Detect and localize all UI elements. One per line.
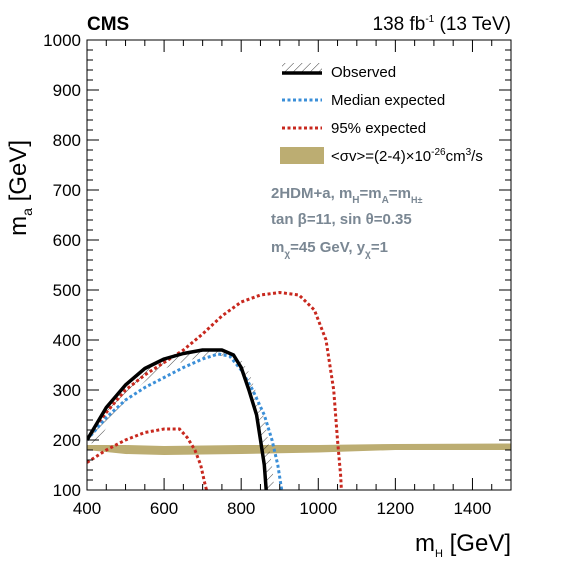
model-line-2: tan β=11, sin θ=0.35 — [271, 211, 412, 228]
legend-label-median: Median expected — [331, 92, 445, 109]
y-tick-label: 600 — [53, 231, 81, 250]
model-annotation: 2HDM+a, mH=mA=mH± tan β=11, sin θ=0.35 m… — [271, 185, 422, 260]
y-tick-label: 500 — [53, 281, 81, 300]
x-tick-label: 1000 — [299, 499, 337, 518]
x-tick-label: 400 — [73, 499, 101, 518]
observed-hatch — [87, 350, 275, 490]
x-tick-label: 600 — [150, 499, 178, 518]
y-tick-label: 100 — [53, 481, 81, 500]
y-tick-label: 900 — [53, 81, 81, 100]
x-tick-label: 1200 — [376, 499, 414, 518]
y-tick-label: 800 — [53, 131, 81, 150]
expected-95-lower-line — [87, 427, 208, 490]
y-tick-label: 200 — [53, 431, 81, 450]
y-tick-label: 700 — [53, 181, 81, 200]
plot-frame — [86, 39, 512, 491]
axis-ticks: 400 600 800 1000 1200 1400 100 200 300 400 500 600 7… — [43, 31, 512, 518]
median-expected-line — [87, 352, 284, 490]
legend-label-95: 95% expected — [331, 120, 426, 137]
experiment-label: CMS — [87, 14, 129, 35]
model-line-3: mχ=45 GeV, yχ=1 — [271, 239, 388, 260]
observed-line — [87, 348, 268, 490]
y-axis-title: ma [GeV] — [5, 140, 35, 236]
relic-density-band — [87, 443, 511, 455]
y-tick-label: 300 — [53, 381, 81, 400]
data-layer — [87, 290, 511, 490]
legend-item-observed: Observed — [282, 63, 396, 81]
y-tick-label: 1000 — [43, 31, 81, 50]
x-tick-label: 800 — [227, 499, 255, 518]
y-tick-label: 400 — [53, 331, 81, 350]
x-tick-label: 1400 — [454, 499, 492, 518]
legend-item-median: Median expected — [282, 92, 445, 109]
legend-label-observed: Observed — [331, 64, 396, 81]
x-axis-title: mH [GeV] — [415, 530, 511, 560]
legend-item-95: 95% expected — [282, 120, 426, 137]
legend-item-relic: <σv>=(2-4)×10-26cm3/s — [280, 147, 483, 165]
legend-label-relic: <σv>=(2-4)×10-26cm3/s — [331, 147, 483, 165]
expected-95-upper-line — [87, 290, 343, 490]
legend: Observed Median expected 95% expected <σ… — [280, 63, 483, 165]
luminosity-label: 138 fb-1 (13 TeV) — [373, 14, 511, 35]
hatch-swatch — [282, 63, 322, 73]
model-line-1: 2HDM+a, mH=mA=mH± — [271, 185, 422, 206]
relic-swatch — [280, 147, 324, 164]
